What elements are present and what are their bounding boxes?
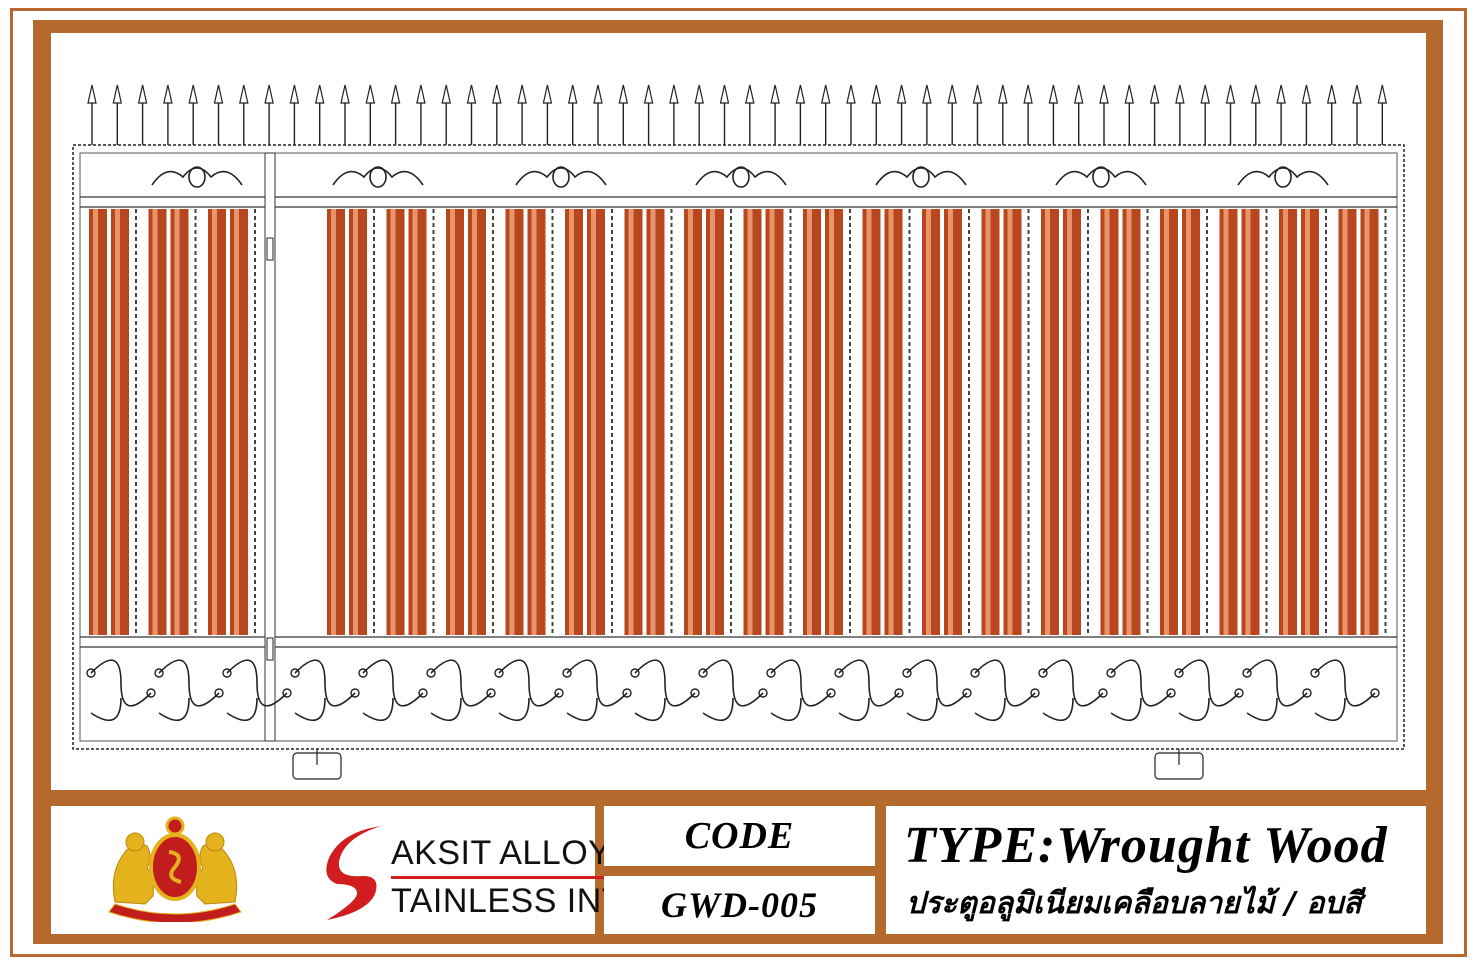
scroll-ornament-icon (702, 659, 764, 722)
brand-rule (391, 876, 613, 879)
scroll-ornament-icon (838, 659, 900, 722)
scroll-ornament-icon (515, 167, 607, 186)
door-post (264, 152, 276, 742)
gate-drawing (51, 33, 1426, 790)
scroll-ornament-icon (1042, 659, 1104, 722)
crest-logo-icon (95, 812, 315, 924)
scroll-ornament-icon (1237, 167, 1329, 186)
brand-name-line1: AKSIT ALLOY (391, 834, 612, 872)
scroll-ornament-icon (566, 659, 628, 722)
scroll-ornament-icon (695, 167, 787, 186)
scroll-ornament-icon (770, 659, 832, 722)
scroll-ornament-icon (1055, 167, 1147, 186)
scroll-ornament-icon (498, 659, 560, 722)
scroll-ornament-icon (1246, 659, 1308, 722)
scroll-ornament-icon (90, 659, 152, 722)
hinge-icon (266, 237, 274, 261)
code-value-panel: GWD-005 (604, 876, 875, 934)
type-title: TYPE:Wrought Wood (904, 817, 1388, 874)
scroll-ornament-icon (906, 659, 968, 722)
scroll-ornament-icon (151, 167, 243, 186)
scroll-ornament-icon (362, 659, 424, 722)
scroll-ornament-icon (294, 659, 356, 722)
gate-illustration (72, 84, 1405, 780)
hinge-icon (266, 637, 274, 661)
code-value: GWD-005 (661, 885, 818, 925)
scroll-ornament-icon (226, 659, 288, 722)
scroll-ornament-icon (634, 659, 696, 722)
scroll-ornament-icon (430, 659, 492, 722)
scroll-ornament-icon (1110, 659, 1172, 722)
brand-wordmark: AKSIT ALLOY TAINLESS INTER (326, 816, 671, 926)
s-swoosh-icon (326, 826, 381, 920)
gate-inner-frame (79, 152, 1398, 742)
outer-border (10, 8, 1467, 957)
logo-panel: AKSIT ALLOY TAINLESS INTER (51, 806, 671, 934)
scroll-ornament-icon (974, 659, 1036, 722)
scroll-ornament-icon (158, 659, 220, 722)
scroll-ornament-icon (875, 167, 967, 186)
type-panel: TYPE:Wrought Wood ประตูอลูมิเนียมเคลือบล… (886, 806, 1426, 934)
code-label-panel: CODE (604, 806, 875, 866)
type-subtitle: ประตูอลูมิเนียมเคลือบลายไม้ / อบสี (906, 886, 1362, 921)
code-label: CODE (684, 815, 795, 857)
scroll-ornament-icon (332, 167, 424, 186)
scroll-ornament-icon (1178, 659, 1240, 722)
scroll-ornament-icon (1314, 659, 1376, 722)
